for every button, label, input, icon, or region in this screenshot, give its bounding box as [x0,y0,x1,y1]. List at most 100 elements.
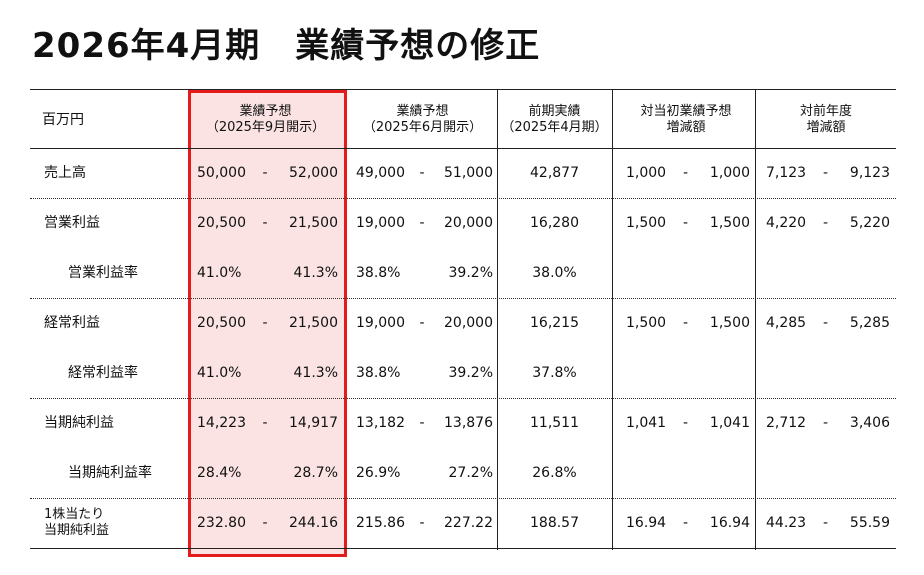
highlight-box [188,90,347,557]
cell-sep: - [262,515,268,531]
cell-high: 55.59 [849,515,890,531]
cell-value: 188.57 [530,515,579,531]
cell-high: 5,285 [849,315,890,331]
row-label: 当期純利益 [44,415,114,431]
row-label: 当期純利益率 [68,465,152,481]
cell-value: 26.8% [532,465,577,481]
cell-low: 26.9% [356,465,401,481]
rule [30,198,896,199]
header-cell: 対当初業績予想 増減額 [640,104,732,135]
cell-sep: - [262,415,268,431]
cell-sep: - [823,165,829,181]
cell-low: 49,000 [356,165,405,181]
cell-high: 20,000 [444,215,493,231]
cell-high: 21,500 [289,215,338,231]
cell-high: 5,220 [849,215,890,231]
cell-low: 215.86 [356,515,405,531]
cell-low: 14,223 [197,415,246,431]
cell-value: 38.0% [532,265,577,281]
cell-sep: - [823,315,829,331]
cell-sep: - [683,415,689,431]
header-cell: 業績予想 （2025年6月開示） [362,104,483,135]
cell-sep: - [419,315,425,331]
row-label: 1株当たり 当期純利益 [44,507,110,538]
header-cell: 前期実績 （2025年4月期） [501,104,608,135]
cell-low: 19,000 [356,215,405,231]
cell-low: 41.0% [197,365,242,381]
cell-low: 20,500 [197,315,246,331]
cell-high: 41.3% [293,265,338,281]
cell-value: 16,280 [530,215,579,231]
cell-sep: - [419,515,425,531]
cell-high: 16.94 [709,515,750,531]
cell-low: 2,712 [766,415,807,431]
header-cell: 業績予想 （2025年9月開示） [205,104,326,135]
cell-high: 41.3% [293,365,338,381]
cell-sep: - [683,515,689,531]
cell-sep: - [823,215,829,231]
cell-high: 1,500 [709,315,750,331]
cell-sep: - [419,415,425,431]
cell-high: 227.22 [444,515,493,531]
rule [30,398,896,399]
cell-sep: - [823,515,829,531]
cell-low: 44.23 [766,515,807,531]
cell-low: 4,285 [766,315,807,331]
cell-sep: - [683,315,689,331]
cell-high: 51,000 [444,165,493,181]
cell-high: 13,876 [444,415,493,431]
page-title: 2026年4月期 業績予想の修正 [32,26,541,66]
cell-high: 1,041 [709,415,750,431]
cell-high: 21,500 [289,315,338,331]
cell-low: 38.8% [356,265,401,281]
header-cell: 百万円 [42,112,84,128]
cell-high: 52,000 [289,165,338,181]
cell-sep: - [262,315,268,331]
column-rule [497,90,498,550]
cell-high: 27.2% [448,465,493,481]
cell-high: 28.7% [293,465,338,481]
header-cell: 対前年度 増減額 [799,104,852,135]
column-rule [612,90,613,550]
cell-low: 50,000 [197,165,246,181]
row-label: 売上高 [44,165,86,181]
rule [30,548,896,549]
cell-low: 232.80 [197,515,246,531]
row-label: 営業利益率 [68,265,138,281]
rule [30,498,896,499]
cell-low: 20,500 [197,215,246,231]
cell-sep: - [262,165,268,181]
cell-low: 7,123 [766,165,807,181]
cell-high: 1,000 [709,165,750,181]
cell-high: 14,917 [289,415,338,431]
cell-value: 11,511 [530,415,579,431]
cell-low: 28.4% [197,465,242,481]
cell-sep: - [419,215,425,231]
cell-high: 244.16 [289,515,338,531]
cell-high: 20,000 [444,315,493,331]
row-label: 営業利益 [44,215,100,231]
cell-value: 16,215 [530,315,579,331]
row-label: 経常利益 [44,315,100,331]
column-rule [755,90,756,550]
cell-sep: - [262,215,268,231]
cell-low: 4,220 [766,215,807,231]
cell-low: 13,182 [356,415,405,431]
cell-low: 19,000 [356,315,405,331]
cell-low: 1,500 [626,215,667,231]
cell-low: 1,041 [626,415,667,431]
cell-sep: - [683,165,689,181]
cell-low: 1,500 [626,315,667,331]
cell-low: 1,000 [626,165,667,181]
rule [30,298,896,299]
cell-high: 1,500 [709,215,750,231]
cell-high: 39.2% [448,265,493,281]
cell-value: 37.8% [532,365,577,381]
rule [30,148,896,149]
cell-value: 42,877 [530,165,579,181]
cell-sep: - [683,215,689,231]
rule [30,89,896,90]
cell-high: 39.2% [448,365,493,381]
cell-low: 41.0% [197,265,242,281]
